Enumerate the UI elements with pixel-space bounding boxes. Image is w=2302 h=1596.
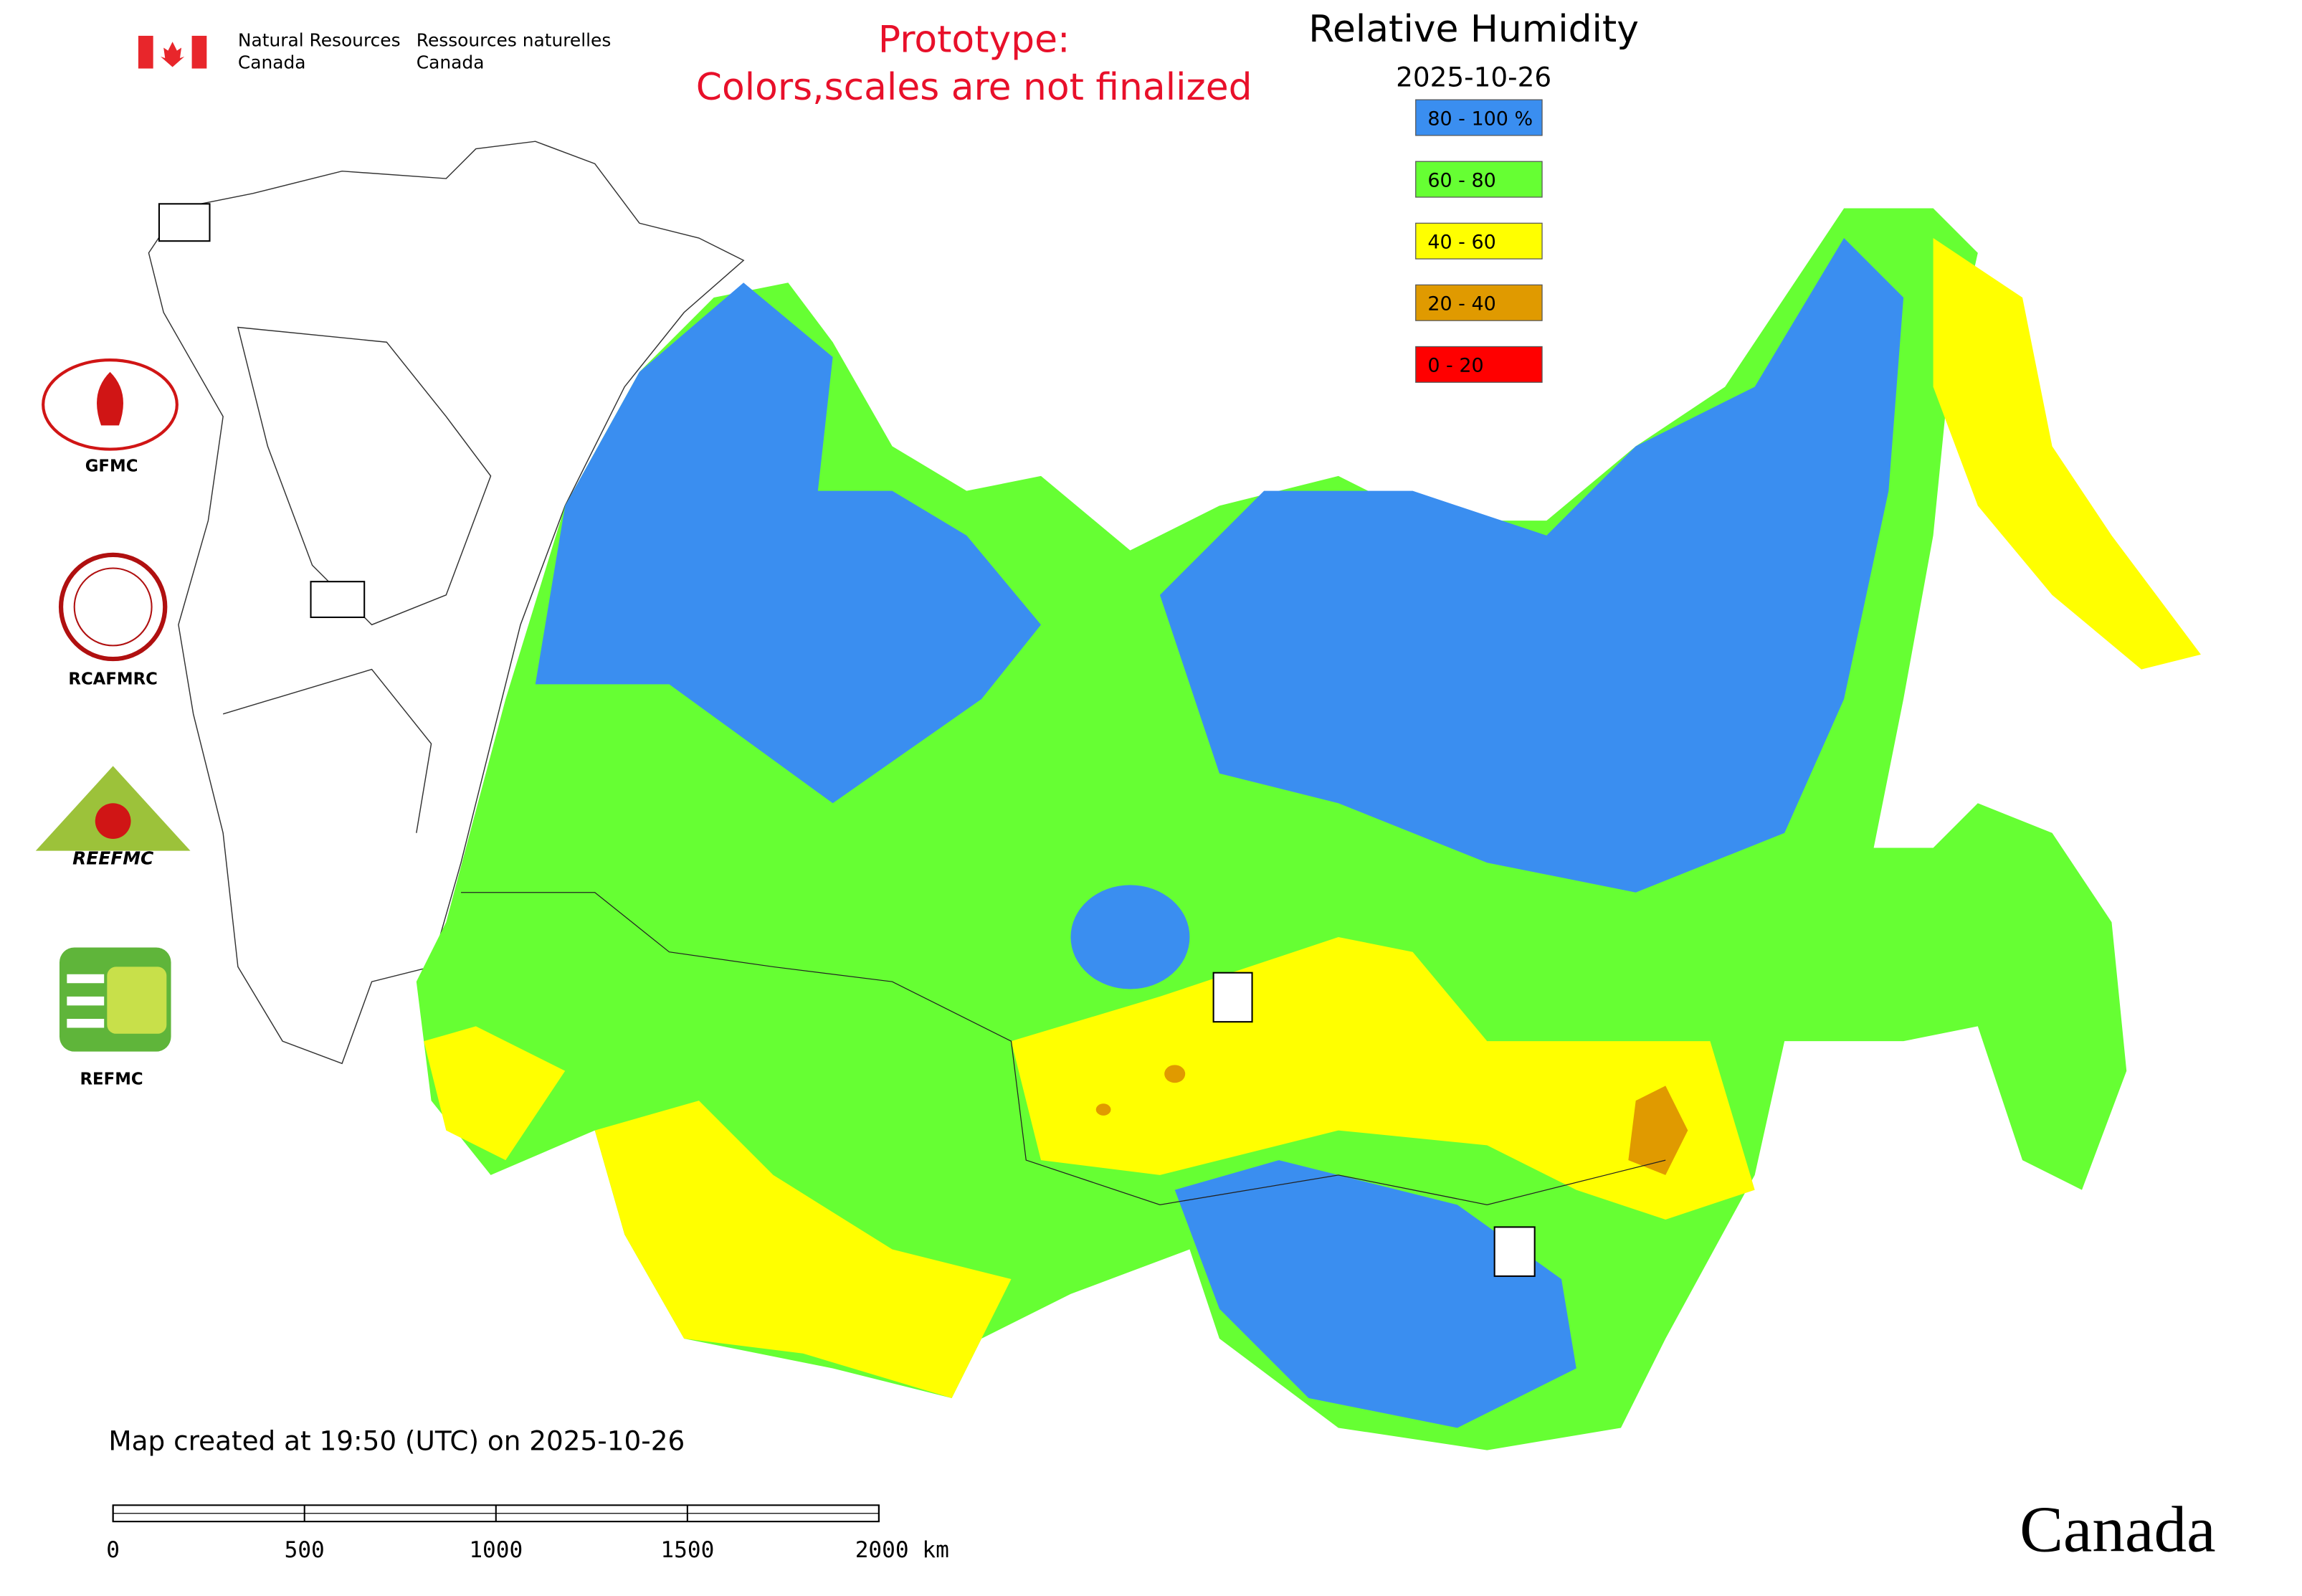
region-40-60 xyxy=(424,1026,566,1161)
region-20-40 xyxy=(1095,1103,1111,1116)
legend-swatch xyxy=(1415,346,1543,383)
scale-label: 0 xyxy=(106,1537,120,1563)
dept-fr: Ressources naturelles xyxy=(417,29,612,50)
region-40-60 xyxy=(594,1101,1012,1398)
country-fr: Canada xyxy=(417,52,485,73)
reefmc-logo xyxy=(35,766,191,851)
rcafmrc-logo xyxy=(58,552,168,662)
europe-outline xyxy=(148,141,745,1065)
region-40-60 xyxy=(1933,238,2201,670)
scale-label: 2000 km xyxy=(855,1537,949,1563)
legend-swatch xyxy=(1415,99,1543,136)
region-20-40 xyxy=(1164,1065,1186,1083)
logo-label: GFMC xyxy=(85,457,138,476)
humidity-regions xyxy=(416,208,2201,1450)
scale-label: 1000 xyxy=(469,1537,523,1563)
scale-label: 1500 xyxy=(660,1537,714,1563)
country-en: Canada xyxy=(238,52,306,73)
flag-right xyxy=(191,35,207,69)
region-80-100 xyxy=(535,282,1042,804)
legend-label: 60 - 80 xyxy=(1427,169,1495,191)
scale-label: 500 xyxy=(285,1537,325,1563)
region-80-100 xyxy=(1070,885,1190,989)
logo-label: RCAFMRC xyxy=(68,670,157,688)
region-40-60 xyxy=(1011,936,1755,1220)
map-date: 2025-10-26 xyxy=(1396,61,1551,92)
notice: Colors,scales are not finalized xyxy=(696,66,1252,109)
legend-swatch xyxy=(1415,161,1543,198)
flag-left xyxy=(138,35,153,69)
canada-wordmark: Canada xyxy=(2020,1493,2216,1566)
maple-leaf xyxy=(161,42,185,67)
legend-swatch xyxy=(1415,284,1543,321)
dept-en: Natural Resources xyxy=(238,29,401,50)
gfmc-marker xyxy=(158,203,211,242)
region-20-40 xyxy=(1628,1086,1688,1175)
legend-swatch xyxy=(1415,222,1543,260)
refmc-logo xyxy=(59,947,171,1052)
gfmc-logo xyxy=(42,358,179,451)
notice: Prototype: xyxy=(878,19,1070,62)
map-title: Relative Humidity xyxy=(1308,8,1639,51)
logo-label: REEFMC xyxy=(72,847,154,868)
region-80-100 xyxy=(1159,238,1904,893)
region-80-100 xyxy=(1174,1160,1576,1428)
reefmc-marker xyxy=(310,581,366,619)
legend-label: 40 - 60 xyxy=(1427,232,1495,254)
rcafmrc-marker xyxy=(1493,1226,1536,1277)
scale-bar: 0 500 1000 1500 2000 km xyxy=(106,1504,949,1563)
borders xyxy=(461,892,1666,1205)
logo-label: REFMC xyxy=(80,1070,143,1088)
legend: 80 - 100 % 60 - 80 40 - 60 20 - 40 0 - 20 xyxy=(1415,99,1543,383)
legend-label: 0 - 20 xyxy=(1427,355,1483,377)
refmc-marker xyxy=(1212,972,1253,1023)
legend-label: 20 - 40 xyxy=(1427,293,1495,315)
footer-note: Map created at 19:50 (UTC) on 2025-10-26 xyxy=(108,1425,685,1457)
legend-label: 80 - 100 % xyxy=(1427,108,1533,130)
